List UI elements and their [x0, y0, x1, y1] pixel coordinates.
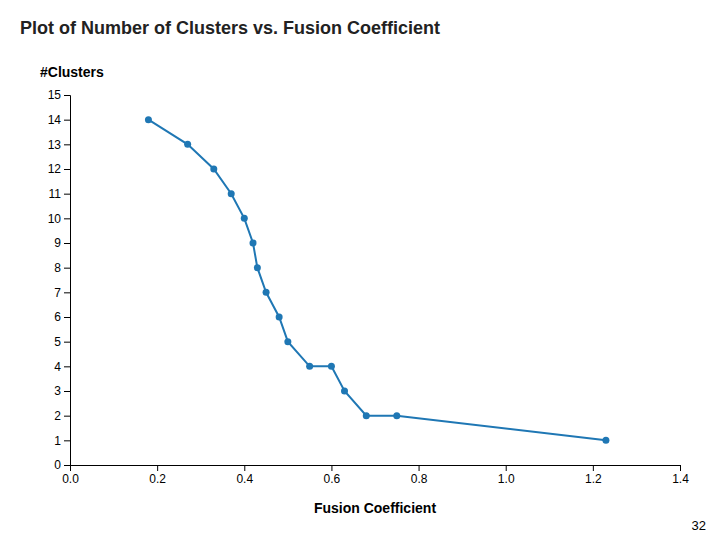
y-tick-mark	[64, 292, 70, 293]
point	[393, 412, 400, 419]
y-tick-label: 3	[54, 384, 61, 398]
x-tick-mark	[593, 465, 594, 471]
y-tick-label: 12	[48, 162, 62, 176]
x-tick: 0.4	[236, 465, 253, 486]
point	[145, 116, 152, 123]
y-tick: 15	[48, 88, 70, 102]
y-tick-label: 0	[54, 458, 61, 472]
y-tick: 9	[54, 236, 70, 250]
x-tick-label: 0.0	[62, 472, 79, 486]
y-tick-label: 8	[54, 261, 61, 275]
point	[328, 363, 335, 370]
point	[263, 289, 270, 296]
y-tick: 0	[54, 458, 70, 472]
y-tick: 1	[54, 434, 70, 448]
x-tick: 0.8	[411, 465, 428, 486]
x-tick-mark	[244, 465, 245, 471]
y-tick-mark	[64, 194, 70, 195]
y-tick-mark	[64, 120, 70, 121]
x-tick: 0.2	[149, 465, 166, 486]
point	[241, 215, 248, 222]
y-tick-label: 4	[54, 360, 61, 374]
y-tick-label: 9	[54, 236, 61, 250]
y-tick: 10	[48, 212, 70, 226]
y-tick-label: 6	[54, 310, 61, 324]
y-tick-mark	[64, 366, 70, 367]
y-tick: 2	[54, 409, 70, 423]
point	[184, 141, 191, 148]
point	[306, 363, 313, 370]
y-tick-mark	[64, 440, 70, 441]
x-tick-label: 1.4	[672, 472, 689, 486]
y-axis-line	[64, 96, 71, 466]
x-tick-mark	[157, 465, 158, 471]
y-tick: 14	[48, 113, 70, 127]
point	[254, 264, 261, 271]
x-axis-title: Fusion Coefficient	[314, 500, 436, 516]
y-tick-label: 13	[48, 138, 62, 152]
line	[148, 120, 606, 441]
y-tick-mark	[64, 95, 70, 96]
y-tick-label: 5	[54, 335, 61, 349]
x-tick-label: 0.2	[149, 472, 166, 486]
y-axis: 0123456789101112131415	[48, 88, 71, 472]
marks	[145, 116, 610, 444]
y-tick-mark	[64, 243, 70, 244]
y-axis-title: #Clusters	[40, 64, 104, 80]
y-tick: 6	[54, 310, 70, 324]
chart: Plot of Number of Clusters vs. Fusion Co…	[0, 0, 720, 540]
y-tick-label: 15	[48, 88, 62, 102]
y-tick-mark	[64, 169, 70, 170]
x-tick-label: 1.0	[498, 472, 515, 486]
x-tick: 0.0	[62, 465, 79, 486]
plot: 0.00.20.40.60.81.01.21.40123456789101112…	[48, 88, 690, 485]
title: Plot of Number of Clusters vs. Fusion Co…	[20, 18, 440, 38]
x-tick: 0.6	[324, 465, 341, 486]
y-tick: 3	[54, 384, 70, 398]
y-tick: 5	[54, 335, 70, 349]
point	[210, 166, 217, 173]
y-tick-mark	[64, 391, 70, 392]
x-tick: 1.2	[585, 465, 602, 486]
point	[363, 412, 370, 419]
y-tick-mark	[64, 317, 70, 318]
y-tick-label: 2	[54, 409, 61, 423]
y-tick: 4	[54, 360, 70, 374]
point	[284, 338, 291, 345]
annotation: 32	[692, 518, 706, 533]
y-tick: 13	[48, 138, 70, 152]
x-tick: 1.0	[498, 465, 515, 486]
y-tick-mark	[64, 416, 70, 417]
x-axis-line	[71, 466, 681, 472]
y-tick-label: 10	[48, 212, 62, 226]
y-tick-mark	[64, 342, 70, 343]
x-tick-mark	[506, 465, 507, 471]
y-tick: 12	[48, 162, 70, 176]
x-tick-mark	[680, 465, 681, 471]
y-tick-label: 11	[49, 187, 62, 201]
x-axis: 0.0 0.2 0.4 0.6 0.8 1.0 1.2 1.4	[62, 465, 689, 486]
x-tick-mark	[331, 465, 332, 471]
y-tick: 8	[54, 261, 70, 275]
point	[250, 240, 257, 247]
point	[276, 314, 283, 321]
y-tick: 7	[54, 286, 70, 300]
x-tick-label: 0.6	[324, 472, 341, 486]
y-tick: 11	[49, 187, 70, 201]
y-tick-label: 1	[54, 434, 61, 448]
x-tick-label: 1.2	[585, 472, 602, 486]
point	[602, 437, 609, 444]
y-tick-mark	[64, 268, 70, 269]
x-tick: 1.4	[672, 465, 689, 486]
y-tick-label: 7	[54, 286, 61, 300]
y-tick-mark	[64, 218, 70, 219]
x-tick-mark	[419, 465, 420, 471]
x-tick-label: 0.8	[411, 472, 428, 486]
x-tick-label: 0.4	[236, 472, 253, 486]
y-tick-label: 14	[48, 113, 62, 127]
y-tick-mark	[64, 465, 70, 466]
point	[341, 388, 348, 395]
y-tick-mark	[64, 144, 70, 145]
point	[228, 190, 235, 197]
